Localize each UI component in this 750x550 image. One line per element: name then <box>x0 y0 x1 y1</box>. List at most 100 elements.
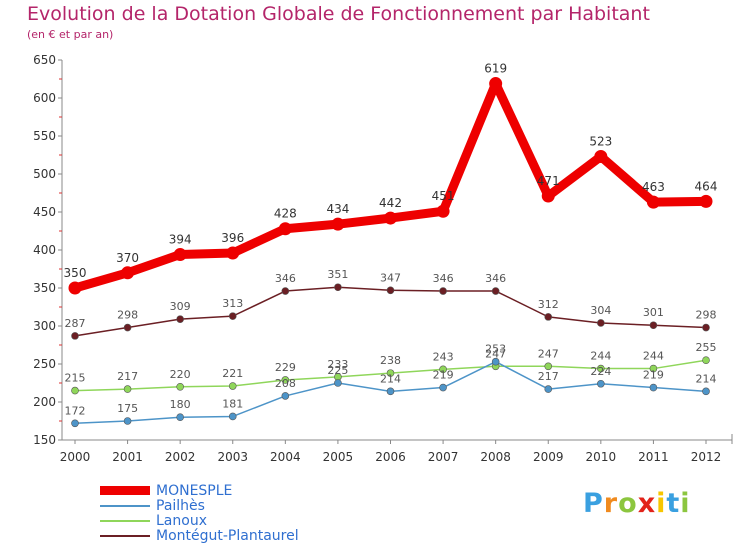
data-label: 253 <box>485 343 506 356</box>
data-label: 172 <box>65 404 86 417</box>
data-label: 180 <box>170 398 191 411</box>
data-point <box>71 332 79 340</box>
data-label: 238 <box>380 354 401 367</box>
x-tick-label: 2004 <box>270 450 301 464</box>
y-tick-label: 350 <box>33 281 56 295</box>
data-label: 347 <box>380 271 401 284</box>
data-label: 224 <box>590 365 611 378</box>
data-point <box>121 266 135 280</box>
data-label: 219 <box>643 369 664 382</box>
data-label: 298 <box>117 309 138 322</box>
data-label: 309 <box>170 300 191 313</box>
data-label: 301 <box>643 306 664 319</box>
logo-letter: o <box>618 488 638 519</box>
data-label: 287 <box>65 317 86 330</box>
x-tick-label: 2008 <box>480 450 511 464</box>
data-point <box>278 222 292 236</box>
x-tick-label: 2012 <box>691 450 722 464</box>
data-label: 463 <box>642 180 665 194</box>
data-point <box>649 364 658 373</box>
data-point <box>123 385 132 393</box>
legend-item-lanoux: Lanoux <box>100 513 360 529</box>
data-label: 298 <box>696 309 717 322</box>
y-tick-label: 150 <box>33 433 56 447</box>
data-point <box>334 283 342 292</box>
data-point <box>228 382 237 390</box>
series-line-0 <box>70 79 711 293</box>
data-point <box>491 287 500 295</box>
data-point <box>176 382 184 391</box>
plot-area: 150 200 250 300 350 400 450 500 550 600 650 2000 200… <box>33 53 733 464</box>
legend-item-pailhes: Pailhès <box>100 498 360 514</box>
data-label: 304 <box>590 304 611 317</box>
data-point <box>541 189 555 203</box>
data-label: 221 <box>222 367 243 380</box>
proxiti-logo: Proxiti <box>583 488 691 519</box>
data-label: 471 <box>537 174 560 188</box>
legend-swatch-lanoux <box>100 520 150 522</box>
data-point <box>646 195 660 209</box>
data-label: 208 <box>275 377 296 390</box>
data-label: 244 <box>590 350 611 363</box>
data-label: 523 <box>589 135 612 149</box>
data-label: 346 <box>433 272 454 285</box>
data-label: 370 <box>116 251 139 265</box>
data-label: 394 <box>169 233 192 247</box>
chart-subtitle: (en € et par an) <box>27 28 114 41</box>
legend-label-pailhes: Pailhès <box>156 498 205 514</box>
x-tick-label: 2005 <box>323 450 354 464</box>
data-point <box>489 77 503 91</box>
data-label: 217 <box>117 370 138 383</box>
data-point <box>281 376 290 384</box>
data-point <box>281 287 290 295</box>
y-tick-label: 650 <box>33 53 56 67</box>
data-label: 220 <box>170 368 191 381</box>
data-label: 350 <box>64 266 87 280</box>
data-label: 225 <box>327 364 348 377</box>
data-point <box>68 281 82 295</box>
logo-letter: P <box>583 488 604 519</box>
data-point <box>436 204 450 218</box>
legend-item-montegut: Montégut-Plantaurel <box>100 528 360 544</box>
data-point <box>334 379 342 387</box>
data-point <box>439 365 447 374</box>
data-label: 214 <box>380 372 401 385</box>
data-label: 396 <box>221 231 244 245</box>
data-label: 619 <box>484 62 507 76</box>
data-label: 215 <box>65 372 86 385</box>
data-point <box>597 319 605 327</box>
x-tick-label: 2007 <box>428 450 459 464</box>
data-point <box>71 386 79 395</box>
data-label: 312 <box>538 298 559 311</box>
y-tick-label: 600 <box>33 91 56 105</box>
data-point <box>173 248 187 262</box>
data-point <box>649 383 658 392</box>
data-label: 313 <box>222 297 243 310</box>
data-label: 351 <box>327 268 348 281</box>
data-point <box>331 217 345 231</box>
chart-title: Evolution de la Dotation Globale de Fonc… <box>27 3 650 25</box>
legend-item-monesple: MONESPLE <box>100 483 360 499</box>
data-label: 217 <box>538 370 559 383</box>
data-point <box>226 246 240 260</box>
legend-label-montegut: Montégut-Plantaurel <box>156 528 299 544</box>
x-tick-label: 2003 <box>217 450 248 464</box>
data-label: 451 <box>432 189 455 203</box>
logo-letter: t <box>666 488 681 519</box>
data-label: 346 <box>275 272 296 285</box>
x-tick-label: 2000 <box>60 450 91 464</box>
logo-letter: i <box>656 488 667 519</box>
x-tick-label: 2011 <box>638 450 669 464</box>
data-point <box>649 321 658 330</box>
data-point <box>439 287 447 295</box>
data-point <box>597 379 605 388</box>
logo-letter: x <box>637 488 657 519</box>
x-tick-label: 2009 <box>533 450 564 464</box>
data-label: 175 <box>117 402 138 415</box>
y-tick-label: 250 <box>33 357 56 371</box>
legend-swatch-montegut <box>100 535 150 537</box>
legend-swatch-pailhes <box>100 505 150 507</box>
logo-letter: r <box>603 488 619 519</box>
y-tick-label: 400 <box>33 243 56 257</box>
data-point <box>384 211 397 225</box>
